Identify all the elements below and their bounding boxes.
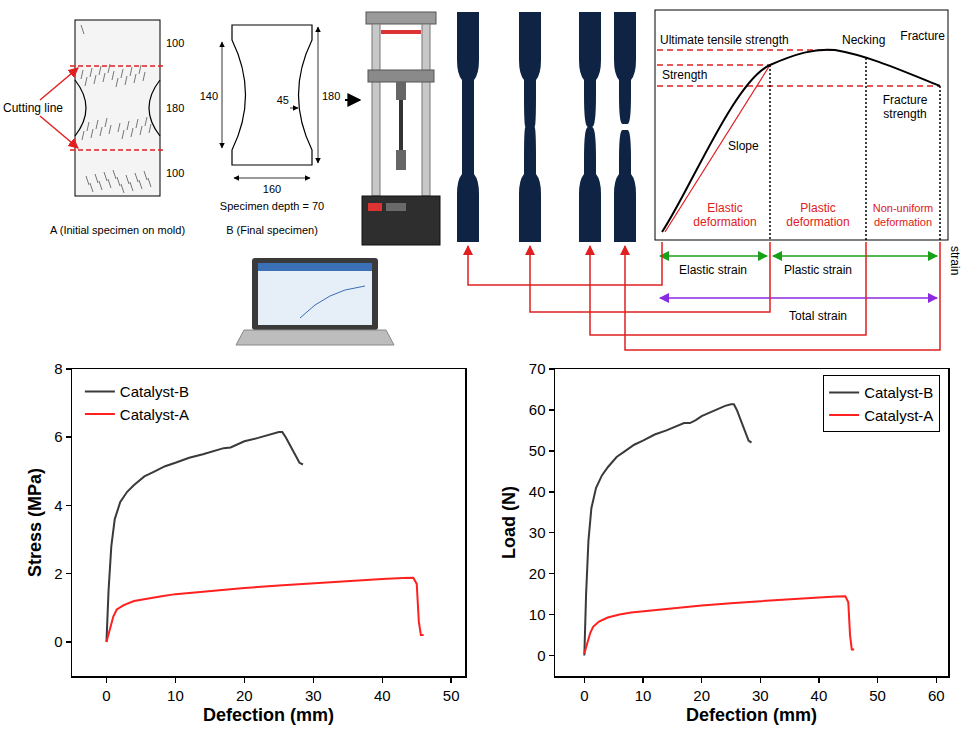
svg-text:0: 0 — [580, 687, 588, 704]
svg-text:50: 50 — [869, 687, 886, 704]
svg-text:deformation: deformation — [786, 215, 849, 229]
svg-text:Cutting line: Cutting line — [3, 101, 63, 115]
svg-text:30: 30 — [752, 687, 769, 704]
svg-text:Catalyst-B: Catalyst-B — [864, 384, 933, 401]
svg-text:20: 20 — [236, 687, 253, 704]
svg-text:20: 20 — [693, 687, 710, 704]
svg-text:Stress (MPa): Stress (MPa) — [25, 468, 45, 577]
svg-text:30: 30 — [305, 687, 322, 704]
svg-text:20: 20 — [529, 565, 546, 582]
svg-text:8: 8 — [54, 360, 62, 377]
svg-text:60: 60 — [928, 687, 945, 704]
svg-text:180: 180 — [322, 90, 340, 102]
svg-text:deformation: deformation — [693, 215, 756, 229]
svg-text:40: 40 — [374, 687, 391, 704]
svg-text:Ultimate tensile strength: Ultimate tensile strength — [660, 33, 789, 47]
svg-text:50: 50 — [529, 442, 546, 459]
svg-text:140: 140 — [200, 90, 218, 102]
svg-text:Elastic: Elastic — [707, 201, 742, 215]
svg-text:Slope: Slope — [728, 139, 759, 153]
svg-text:Non-uniform: Non-uniform — [873, 202, 934, 214]
svg-text:10: 10 — [635, 687, 652, 704]
svg-text:4: 4 — [54, 497, 62, 514]
svg-text:Catalyst-A: Catalyst-A — [864, 407, 933, 424]
svg-text:40: 40 — [529, 483, 546, 500]
svg-text:0: 0 — [537, 647, 545, 664]
svg-text:0: 0 — [54, 633, 62, 650]
svg-text:100: 100 — [166, 37, 184, 49]
svg-text:30: 30 — [529, 524, 546, 541]
svg-text:2: 2 — [54, 565, 62, 582]
svg-text:strain: strain — [948, 246, 962, 275]
svg-text:Catalyst-B: Catalyst-B — [120, 383, 189, 400]
svg-text:50: 50 — [443, 687, 460, 704]
svg-text:60: 60 — [529, 401, 546, 418]
svg-text:6: 6 — [54, 428, 62, 445]
svg-text:Strength: Strength — [662, 68, 707, 82]
svg-text:Elastic strain: Elastic strain — [679, 263, 747, 277]
svg-text:70: 70 — [529, 360, 546, 377]
svg-text:Load (N): Load (N) — [499, 486, 519, 559]
svg-text:strength: strength — [883, 107, 926, 121]
svg-text:Total strain: Total strain — [789, 309, 847, 323]
svg-text:180: 180 — [166, 102, 184, 114]
svg-text:Necking: Necking — [842, 33, 885, 47]
svg-text:Defection (mm): Defection (mm) — [686, 705, 817, 725]
svg-text:45: 45 — [277, 94, 289, 106]
svg-text:10: 10 — [167, 687, 184, 704]
svg-text:deformation: deformation — [874, 216, 932, 228]
svg-text:A (Initial specimen on mold): A (Initial specimen on mold) — [50, 224, 185, 236]
svg-text:Specimen depth = 70: Specimen depth = 70 — [220, 200, 324, 212]
svg-text:Plastic: Plastic — [800, 201, 835, 215]
svg-text:Catalyst-A: Catalyst-A — [120, 406, 189, 423]
svg-text:160: 160 — [263, 183, 281, 195]
svg-text:Fracture: Fracture — [900, 29, 945, 43]
svg-text:10: 10 — [529, 606, 546, 623]
svg-text:Defection (mm): Defection (mm) — [203, 705, 334, 725]
svg-text:Plastic strain: Plastic strain — [784, 263, 852, 277]
svg-text:40: 40 — [811, 687, 828, 704]
svg-text:100: 100 — [166, 167, 184, 179]
svg-text:Fracture: Fracture — [883, 93, 928, 107]
svg-text:0: 0 — [102, 687, 110, 704]
svg-text:B (Final specimen): B (Final specimen) — [226, 224, 318, 236]
